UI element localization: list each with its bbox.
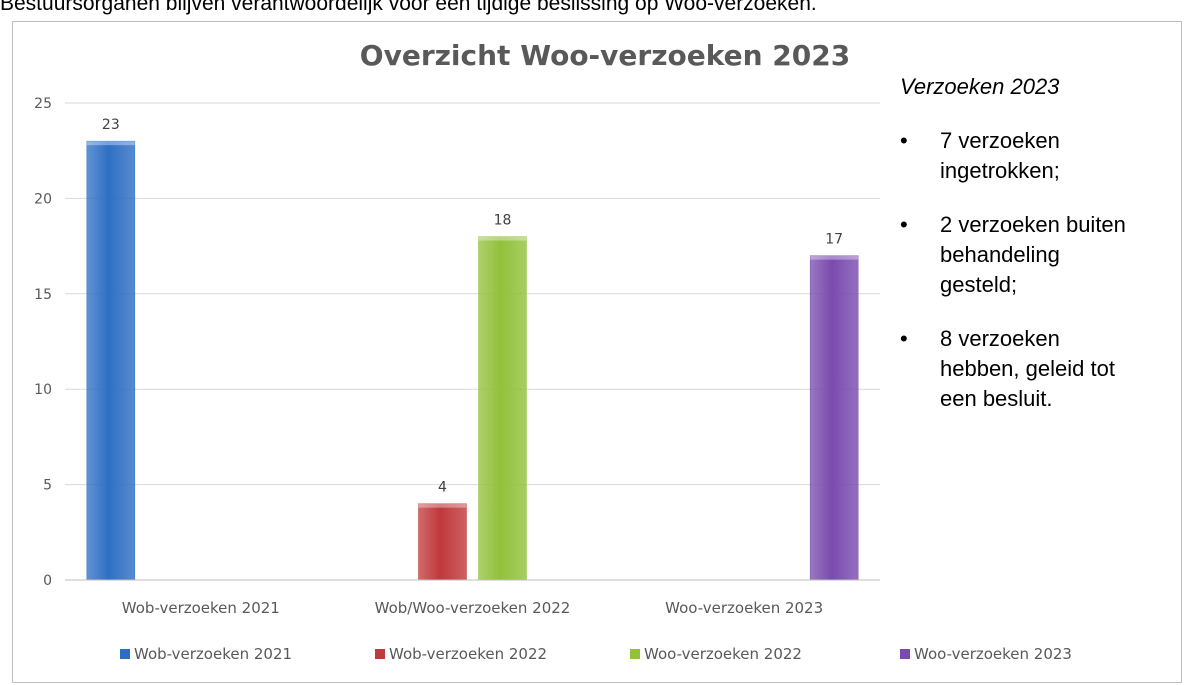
y-tick-label: 10	[34, 382, 52, 398]
bar-highlight	[86, 141, 135, 146]
data-label: 4	[438, 480, 447, 496]
bullet-icon: •	[900, 128, 908, 153]
bullet-icon: •	[900, 212, 908, 237]
y-tick-label: 25	[34, 96, 52, 112]
y-tick-label: 20	[34, 191, 52, 207]
side-panel-item-text: 8 verzoeken hebben, geleid tot een beslu…	[940, 326, 1115, 411]
chart-title: Overzicht Woo-verzoeken 2023	[360, 39, 850, 72]
gridlines	[65, 102, 880, 581]
legend-label: Woo-verzoeken 2022	[644, 645, 802, 663]
side-panel-item: • 7 verzoeken ingetrokken;	[888, 126, 1130, 186]
intro-text: Bestuursorganen blijven verantwoordelijk…	[0, 0, 817, 15]
x-category-label: Wob/Woo-verzoeken 2022	[375, 599, 571, 617]
x-category-label: Woo-verzoeken 2023	[665, 599, 823, 617]
legend-swatch	[630, 649, 640, 659]
bar	[478, 236, 527, 581]
x-axis: Wob-verzoeken 2021 Wob/Woo-verzoeken 2022…	[65, 579, 880, 617]
bar	[86, 140, 136, 581]
y-axis-ticks: 0 5 10 15 20 25	[34, 96, 52, 589]
data-label: 17	[825, 232, 843, 248]
legend-swatch	[120, 649, 130, 659]
chart-frame	[12, 21, 1182, 683]
legend-label: Wob-verzoeken 2021	[134, 645, 292, 663]
y-tick-label: 0	[43, 573, 52, 589]
legend-label: Wob-verzoeken 2022	[389, 645, 547, 663]
side-panel: Verzoeken 2023 • 7 verzoeken ingetrokken…	[888, 72, 1178, 438]
legend: Wob-verzoeken 2021 Wob-verzoeken 2022 Woo-…	[120, 645, 1072, 663]
bullet-icon: •	[900, 326, 908, 351]
side-panel-item-text: 7 verzoeken ingetrokken;	[940, 128, 1060, 183]
bar-highlight	[418, 503, 467, 508]
side-panel-item-text: 2 verzoeken buiten behandeling gesteld;	[940, 212, 1126, 297]
data-label: 23	[102, 117, 120, 133]
data-label: 18	[494, 213, 512, 229]
legend-swatch	[375, 649, 385, 659]
bar	[418, 503, 467, 581]
x-category-label: Wob-verzoeken 2021	[122, 599, 280, 617]
side-panel-list: • 7 verzoeken ingetrokken; • 2 verzoeken…	[888, 126, 1178, 414]
side-panel-heading: Verzoeken 2023	[900, 74, 1060, 99]
bars: 23 4 18 17	[86, 117, 859, 581]
bar-highlight	[478, 236, 527, 241]
legend-swatch	[900, 649, 910, 659]
bar-highlight	[810, 255, 859, 260]
legend-label: Woo-verzoeken 2023	[914, 645, 1072, 663]
y-tick-label: 15	[34, 287, 52, 303]
y-tick-label: 5	[43, 478, 52, 494]
side-panel-item: • 8 verzoeken hebben, geleid tot een bes…	[888, 324, 1130, 414]
bar	[809, 255, 859, 581]
side-panel-item: • 2 verzoeken buiten behandeling gesteld…	[888, 210, 1130, 300]
